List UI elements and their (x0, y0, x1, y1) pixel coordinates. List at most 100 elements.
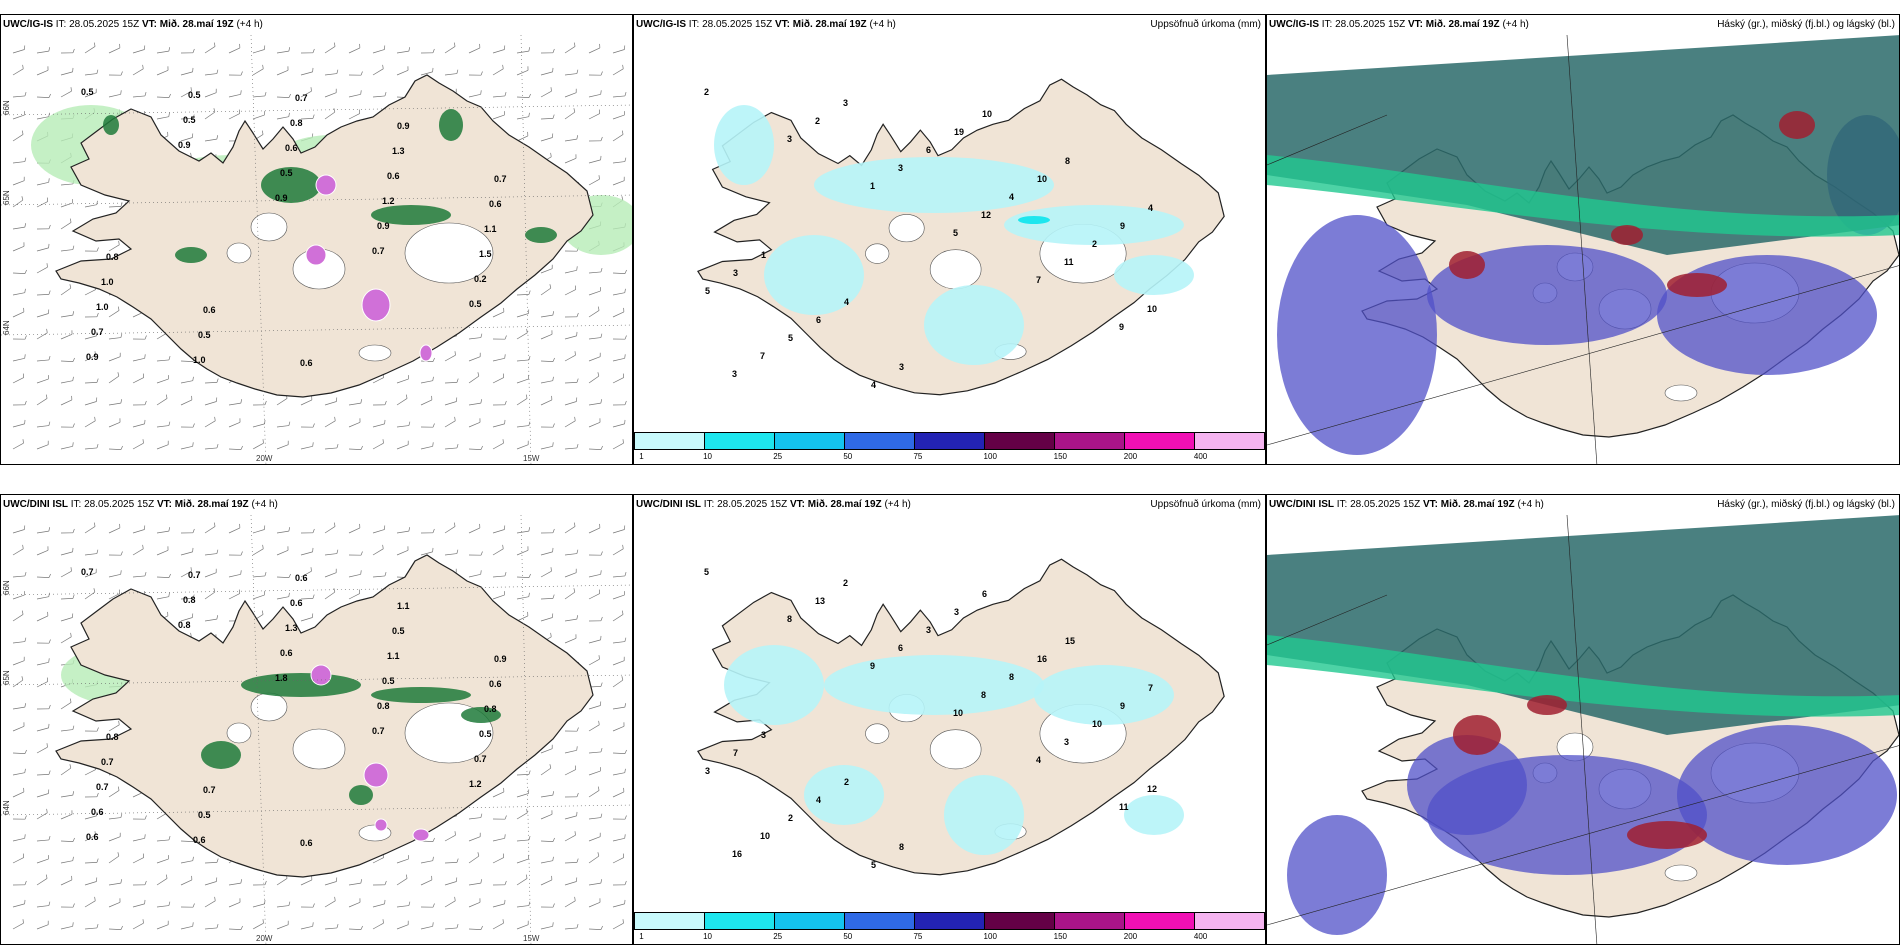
wind-barb (516, 69, 529, 76)
wind-barb (492, 95, 505, 98)
wind-barb-flag (600, 445, 603, 450)
wind-barb-flag (552, 48, 555, 53)
wind-barb (276, 549, 289, 556)
wind-barb-flag (360, 90, 362, 95)
valid-prefix: VT: (789, 499, 805, 510)
wind-barb-flag (384, 880, 387, 885)
wind-barb-flag (72, 357, 75, 362)
precip-area (1124, 795, 1184, 835)
wind-barb (588, 448, 602, 450)
wind-barb (228, 113, 240, 120)
precip-map[interactable]: 5 8 9 10 4 11 16 13 6 8 3 12 10 2 3 8 10 3 2 5 3 16 9 7 4 8 6 15 7 3 2 (634, 515, 1266, 910)
wind-barb-flag (24, 400, 27, 405)
colorbar-swatch (1125, 913, 1195, 929)
wind-barb (204, 401, 217, 406)
wind-barb (516, 425, 529, 428)
wind-barb (612, 529, 625, 534)
wind-barb-flag (168, 47, 171, 52)
wind-barb-flag (550, 152, 552, 157)
wind-barb-flag (192, 48, 195, 53)
accumulated-precip-label: 10 (1037, 174, 1047, 184)
wind-barb-flag (288, 421, 291, 426)
wind-barb-flag (21, 610, 24, 615)
wind-barb (36, 530, 49, 534)
wind-barb (444, 46, 456, 54)
wind-barb-flag (312, 114, 315, 119)
colorbar-tick-label: 400 (1193, 452, 1208, 461)
wind-barb-flag (600, 616, 603, 621)
cloud-title: Háský (gr.), miðský (fj.bl.) og lágský (… (1717, 499, 1895, 510)
colorbar-swatch (775, 433, 845, 449)
wind-barb (588, 47, 601, 54)
wind-barb-flag (216, 135, 219, 140)
wind-barb-flag (120, 399, 123, 404)
wind-barb-flag (528, 112, 530, 117)
precip-value-label: 1.0 (193, 355, 206, 365)
accumulated-precip-label: 4 (1148, 203, 1153, 213)
wind-barb-flag (384, 572, 387, 577)
wind-barb (564, 769, 576, 776)
wind-barb-flag (382, 919, 384, 924)
wind-barb (84, 92, 97, 98)
wind-barb (156, 530, 169, 534)
wind-barb (324, 553, 337, 556)
precip-extreme-cell (419, 344, 433, 362)
init-time: IT: 28.05.2025 15Z (70, 499, 155, 510)
wind-barb-flag (526, 808, 528, 813)
wind-barb (12, 857, 24, 864)
high-cloud-band (1267, 35, 1899, 255)
wind-barb (612, 791, 625, 798)
accumulated-precip-label: 6 (816, 315, 821, 325)
wind-barb (204, 881, 217, 886)
wind-barb (36, 858, 49, 864)
latitude-line (1, 584, 632, 596)
wind-map[interactable]: 66N 65N 64N 20W 15W 0.7 0.8 1.8 0.7 1.2 0.6 0.8 0.6 0… (1, 515, 633, 945)
wind-barb (84, 46, 96, 54)
cloud-map[interactable] (1267, 35, 1900, 465)
wind-barb (300, 71, 313, 76)
wind-barb-flag (144, 400, 147, 405)
wind-barb-flag (288, 93, 291, 98)
accumulated-precip-label: 4 (1009, 192, 1014, 202)
precip-extreme-cell (361, 288, 391, 322)
accumulated-precip-label: 5 (788, 333, 793, 343)
wind-barb-flag (240, 570, 242, 575)
wind-barb (564, 553, 577, 556)
wind-barb-flag (120, 202, 123, 207)
precip-map[interactable]: 2 3 1 5 7 9 3 2 3 12 11 10 7 3 6 4 2 5 5 4 19 10 9 3 6 3 10 8 4 1 4 (634, 35, 1266, 430)
wind-barb-flag (336, 924, 339, 929)
wind-barb (444, 862, 458, 864)
cloud-map[interactable] (1267, 515, 1900, 945)
colorbar-ticks: 1 10 25 50 75 100 150 200 400 (634, 932, 1265, 942)
wind-barb (444, 900, 456, 908)
wind-barb-flag (576, 549, 579, 554)
wind-barb-flag (504, 815, 507, 820)
wind-barb-flag (576, 727, 579, 732)
wind-barb-flag (142, 439, 144, 444)
wind-barb-flag (93, 522, 96, 527)
precip-value-label: 0.6 (489, 199, 502, 209)
wind-barb (132, 548, 144, 556)
wind-barb (36, 661, 49, 666)
wind-barb (588, 836, 601, 842)
precip-value-label: 0.7 (474, 754, 487, 764)
wind-barb (132, 357, 145, 362)
wind-barb (108, 882, 121, 886)
wind-barb-flag (72, 442, 74, 447)
wind-barb-flag (288, 527, 291, 532)
wind-map[interactable]: 66N 65N 64N 20W 15W 0.5 0.9 0.9 0.7 0.5 0.9 0.5 0.5 0… (1, 35, 633, 465)
wind-barb (612, 679, 624, 688)
wind-barb-flag (525, 394, 528, 399)
model-name: UWC/IG-IS (3, 19, 53, 30)
wind-barb (276, 50, 289, 54)
wind-barb (60, 399, 73, 406)
wind-barb (612, 134, 624, 142)
wind-barb-flag (45, 394, 48, 399)
colorbar-tick-label: 50 (843, 452, 853, 461)
precip-area (1114, 255, 1194, 295)
wind-barb (84, 862, 98, 864)
wind-barb (60, 314, 73, 318)
wind-barb (36, 116, 49, 120)
wind-barb-flag (600, 748, 603, 753)
wind-barb-flag (528, 901, 531, 906)
